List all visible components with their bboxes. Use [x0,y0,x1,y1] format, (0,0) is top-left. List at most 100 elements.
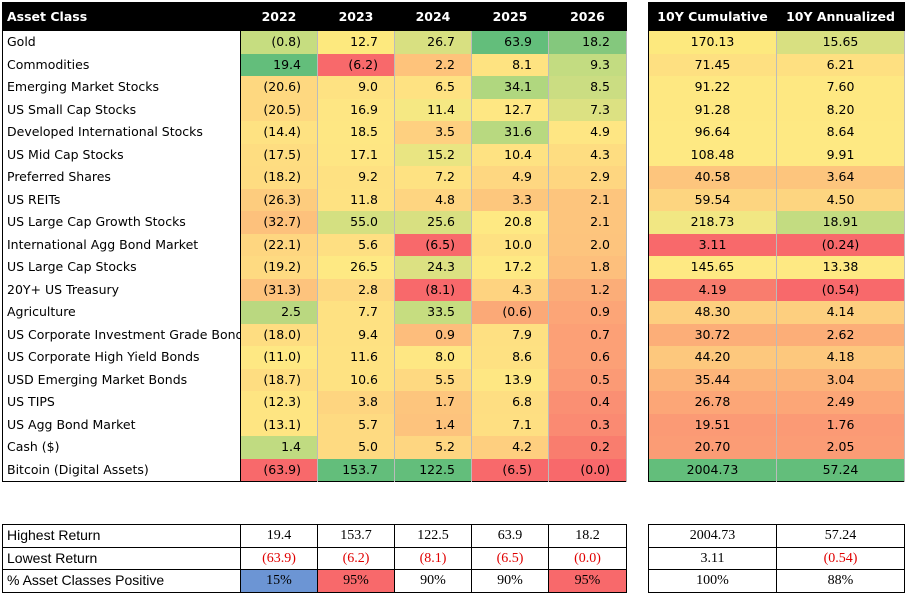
cumulative-cell[interactable]: 71.45 [648,53,777,76]
annualized-cell[interactable]: 4.50 [776,188,905,211]
cumulative-cell[interactable]: 30.72 [648,323,777,346]
return-cell[interactable]: 2.9 [548,166,627,189]
return-cell[interactable]: 10.4 [471,143,549,166]
annualized-cell[interactable]: 9.91 [776,143,905,166]
return-cell[interactable]: 25.6 [394,211,472,234]
summary-cell[interactable]: 122.5 [394,524,472,547]
annualized-cell[interactable]: 8.20 [776,98,905,121]
return-cell[interactable]: 10.0 [471,233,549,256]
asset-name[interactable]: Gold [2,31,241,54]
cumulative-cell[interactable]: 44.20 [648,346,777,369]
return-cell[interactable]: 7.9 [471,323,549,346]
return-cell[interactable]: 5.5 [394,368,472,391]
return-cell[interactable]: 12.7 [471,98,549,121]
asset-name[interactable]: US Small Cap Stocks [2,98,241,121]
return-cell[interactable]: 26.5 [317,256,395,279]
header-asset-class[interactable]: Asset Class [2,2,241,31]
return-cell[interactable]: 9.0 [317,76,395,99]
summary-cell[interactable]: 18.2 [548,524,627,547]
return-cell[interactable]: (20.6) [240,76,318,99]
asset-name[interactable]: Cash ($) [2,436,241,459]
summary-label[interactable]: Lowest Return [2,546,241,570]
summary-cell[interactable]: 63.9 [471,524,549,547]
annualized-cell[interactable]: 2.62 [776,323,905,346]
header-annualized[interactable]: 10Y Annualized [776,2,905,31]
return-cell[interactable]: 0.4 [548,391,627,414]
summary-cell[interactable]: 95% [317,569,395,592]
return-cell[interactable]: (63.9) [240,458,318,482]
asset-name[interactable]: US Corporate High Yield Bonds [2,346,241,369]
summary-cell[interactable]: (8.1) [394,546,472,570]
return-cell[interactable]: 3.5 [394,121,472,144]
return-cell[interactable]: (31.3) [240,278,318,301]
return-cell[interactable]: 13.9 [471,368,549,391]
asset-name[interactable]: International Agg Bond Market [2,233,241,256]
cumulative-cell[interactable]: 20.70 [648,436,777,459]
cumulative-cell[interactable]: 170.13 [648,31,777,54]
asset-name[interactable]: US Large Cap Stocks [2,256,241,279]
return-cell[interactable]: (22.1) [240,233,318,256]
return-cell[interactable]: 0.6 [548,346,627,369]
return-cell[interactable]: (20.5) [240,98,318,121]
asset-name[interactable]: Developed International Stocks [2,121,241,144]
return-cell[interactable]: (14.4) [240,121,318,144]
summary-cell[interactable]: (6.2) [317,546,395,570]
return-cell[interactable]: 122.5 [394,458,472,482]
header-year[interactable]: 2026 [548,2,627,31]
return-cell[interactable]: 8.0 [394,346,472,369]
asset-name[interactable]: US TIPS [2,391,241,414]
asset-name[interactable]: Commodities [2,53,241,76]
return-cell[interactable]: 31.6 [471,121,549,144]
annualized-cell[interactable]: 3.64 [776,166,905,189]
summary-cell[interactable]: 90% [394,569,472,592]
cumulative-cell[interactable]: 26.78 [648,391,777,414]
summary-cell[interactable]: 90% [471,569,549,592]
return-cell[interactable]: 2.5 [240,301,318,324]
summary-cell[interactable]: 153.7 [317,524,395,547]
return-cell[interactable]: (18.2) [240,166,318,189]
return-cell[interactable]: 1.7 [394,391,472,414]
return-cell[interactable]: 0.3 [548,413,627,436]
return-cell[interactable]: 20.8 [471,211,549,234]
return-cell[interactable]: 9.3 [548,53,627,76]
cumulative-cell[interactable]: 59.54 [648,188,777,211]
return-cell[interactable]: 17.2 [471,256,549,279]
annualized-cell[interactable]: 2.05 [776,436,905,459]
header-year[interactable]: 2023 [317,2,395,31]
return-cell[interactable]: 3.3 [471,188,549,211]
return-cell[interactable]: 63.9 [471,31,549,54]
summary-cell[interactable]: (6.5) [471,546,549,570]
return-cell[interactable]: (12.3) [240,391,318,414]
annualized-cell[interactable]: 4.18 [776,346,905,369]
summary-label[interactable]: % Asset Classes Positive [2,569,241,592]
return-cell[interactable]: 24.3 [394,256,472,279]
return-cell[interactable]: 6.5 [394,76,472,99]
annualized-cell[interactable]: 3.04 [776,368,905,391]
return-cell[interactable]: 3.8 [317,391,395,414]
summary-annualized-cell[interactable]: 57.24 [776,524,905,547]
asset-name[interactable]: Emerging Market Stocks [2,76,241,99]
return-cell[interactable]: 2.0 [548,233,627,256]
return-cell[interactable]: 10.6 [317,368,395,391]
return-cell[interactable]: 19.4 [240,53,318,76]
asset-name[interactable]: Preferred Shares [2,166,241,189]
return-cell[interactable]: 8.5 [548,76,627,99]
summary-cell[interactable]: (0.0) [548,546,627,570]
return-cell[interactable]: 7.1 [471,413,549,436]
return-cell[interactable]: (32.7) [240,211,318,234]
annualized-cell[interactable]: 2.49 [776,391,905,414]
summary-annualized-cell[interactable]: 88% [776,569,905,592]
return-cell[interactable]: (17.5) [240,143,318,166]
header-year[interactable]: 2024 [394,2,472,31]
return-cell[interactable]: 0.9 [394,323,472,346]
return-cell[interactable]: 18.5 [317,121,395,144]
annualized-cell[interactable]: 57.24 [776,458,905,482]
return-cell[interactable]: 1.4 [394,413,472,436]
asset-name[interactable]: US Large Cap Growth Stocks [2,211,241,234]
return-cell[interactable]: 2.1 [548,211,627,234]
cumulative-cell[interactable]: 35.44 [648,368,777,391]
return-cell[interactable]: 4.8 [394,188,472,211]
return-cell[interactable]: (0.0) [548,458,627,482]
asset-name[interactable]: US Corporate Investment Grade Bonds [2,323,241,346]
header-year[interactable]: 2022 [240,2,318,31]
